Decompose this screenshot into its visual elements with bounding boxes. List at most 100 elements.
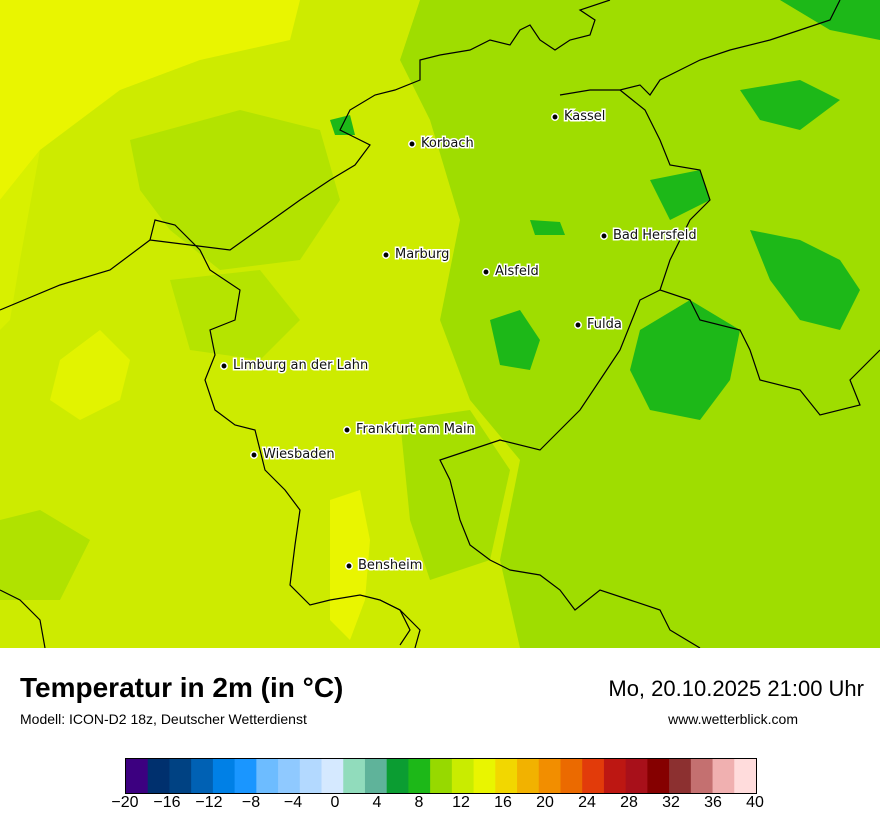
city-label-halo: Korbach <box>421 136 474 151</box>
city-label-halo: Limburg an der Lahn <box>233 358 368 373</box>
cold-pocket-vogelsberg <box>490 310 540 370</box>
city-label: Wiesbaden <box>263 447 335 462</box>
city-label: Bensheim <box>358 558 422 573</box>
warm-region-west <box>0 150 40 330</box>
legend-tick-label: 16 <box>494 794 512 811</box>
legend-tick-label: 4 <box>372 794 382 811</box>
cold-pocket-hersfeld <box>650 170 710 220</box>
legend-tick-label: −4 <box>283 794 303 811</box>
warm-region-northwest <box>0 0 300 200</box>
legend-tick-label: 40 <box>746 794 764 811</box>
legend-swatch <box>603 759 627 793</box>
cool-region-east <box>400 0 880 648</box>
legend-swatch <box>299 759 323 793</box>
city-label-halo: Marburg <box>395 247 449 262</box>
city-dot <box>343 426 351 434</box>
legend-swatch <box>191 759 214 793</box>
city-label: Alsfeld <box>495 264 539 279</box>
legend-swatch <box>256 759 279 793</box>
city-label: Fulda <box>587 317 622 332</box>
city-label: Korbach <box>421 136 474 151</box>
city-dot <box>382 251 390 259</box>
map-title: Temperatur in 2m (in °C) <box>20 672 344 703</box>
city-label: Limburg an der Lahn <box>233 358 368 373</box>
legend-swatch <box>473 759 496 793</box>
legend-swatch <box>582 759 605 793</box>
legend-tick-label: 12 <box>452 794 470 811</box>
legend-tick-label: 20 <box>536 794 554 811</box>
legend-swatch <box>625 759 648 793</box>
cold-pocket-rhoen <box>630 300 740 420</box>
legend-swatch <box>451 759 475 793</box>
cold-pocket-thuringia <box>750 230 860 330</box>
city-dot <box>482 268 490 276</box>
legend-tick-label: −12 <box>195 794 223 811</box>
city-label-halo: Frankfurt am Main <box>356 422 475 437</box>
legend-swatch <box>538 759 561 793</box>
cool-region-southwest <box>0 510 90 600</box>
border-hesse-west <box>0 219 411 646</box>
legend-swatch <box>669 759 692 793</box>
city-dot <box>250 451 258 459</box>
city-dot <box>220 362 228 370</box>
legend-swatch <box>408 759 431 793</box>
legend-tick-label: −8 <box>241 794 261 811</box>
legend-swatch <box>126 759 149 793</box>
forecast-datetime: Mo, 20.10.2025 21:00 Uhr <box>608 676 864 701</box>
legend-swatch <box>517 759 540 793</box>
legend-swatch <box>712 759 735 793</box>
city-label: Marburg <box>395 247 449 262</box>
city-dot <box>574 321 582 329</box>
border-hesse-north <box>149 0 611 251</box>
city-label-halo: Wiesbaden <box>263 447 335 462</box>
legend-tick-label: −20 <box>111 794 139 811</box>
border-hesse-east <box>619 89 880 416</box>
color-scale-legend <box>125 758 757 794</box>
model-credit: Modell: ICON-D2 18z, Deutscher Wetterdie… <box>20 711 307 727</box>
city-dot <box>551 113 559 121</box>
legend-swatch <box>364 759 388 793</box>
city-dot <box>408 140 416 148</box>
cool-region-westerwald <box>170 270 300 360</box>
city-dot <box>600 232 608 240</box>
legend-swatch <box>647 759 670 793</box>
legend-swatch <box>430 759 453 793</box>
legend-tick-label: −16 <box>153 794 181 811</box>
city-label: Kassel <box>564 109 605 124</box>
legend-tick-label: 32 <box>662 794 680 811</box>
city-label-halo: Alsfeld <box>495 264 539 279</box>
legend-tick-labels: −20 −16 −12 −8 −4 0 4 8 12 16 20 24 28 32 36 40 <box>0 794 880 818</box>
legend-tick-label: 28 <box>620 794 638 811</box>
legend-tick-label: 36 <box>704 794 722 811</box>
legend-swatch <box>690 759 714 793</box>
legend-swatch <box>386 759 409 793</box>
legend-swatch <box>169 759 192 793</box>
warm-spot-west <box>50 330 130 420</box>
legend-tick-label: 8 <box>414 794 424 811</box>
state-borders <box>0 0 880 648</box>
border-south <box>379 599 421 648</box>
cold-pocket-knuell <box>530 220 565 235</box>
legend-tick-label: 0 <box>330 794 340 811</box>
cool-region-odenwald <box>400 410 510 580</box>
legend-swatch <box>734 759 757 793</box>
website-link[interactable]: www.wetterblick.com <box>668 711 798 727</box>
city-label-halo: Fulda <box>587 317 622 332</box>
city-dot <box>345 562 353 570</box>
legend-swatch <box>495 759 518 793</box>
legend-swatch <box>343 759 366 793</box>
city-label: Frankfurt am Main <box>356 422 475 437</box>
legend-frame <box>125 758 757 794</box>
city-label-halo: Bad Hersfeld <box>613 228 697 243</box>
